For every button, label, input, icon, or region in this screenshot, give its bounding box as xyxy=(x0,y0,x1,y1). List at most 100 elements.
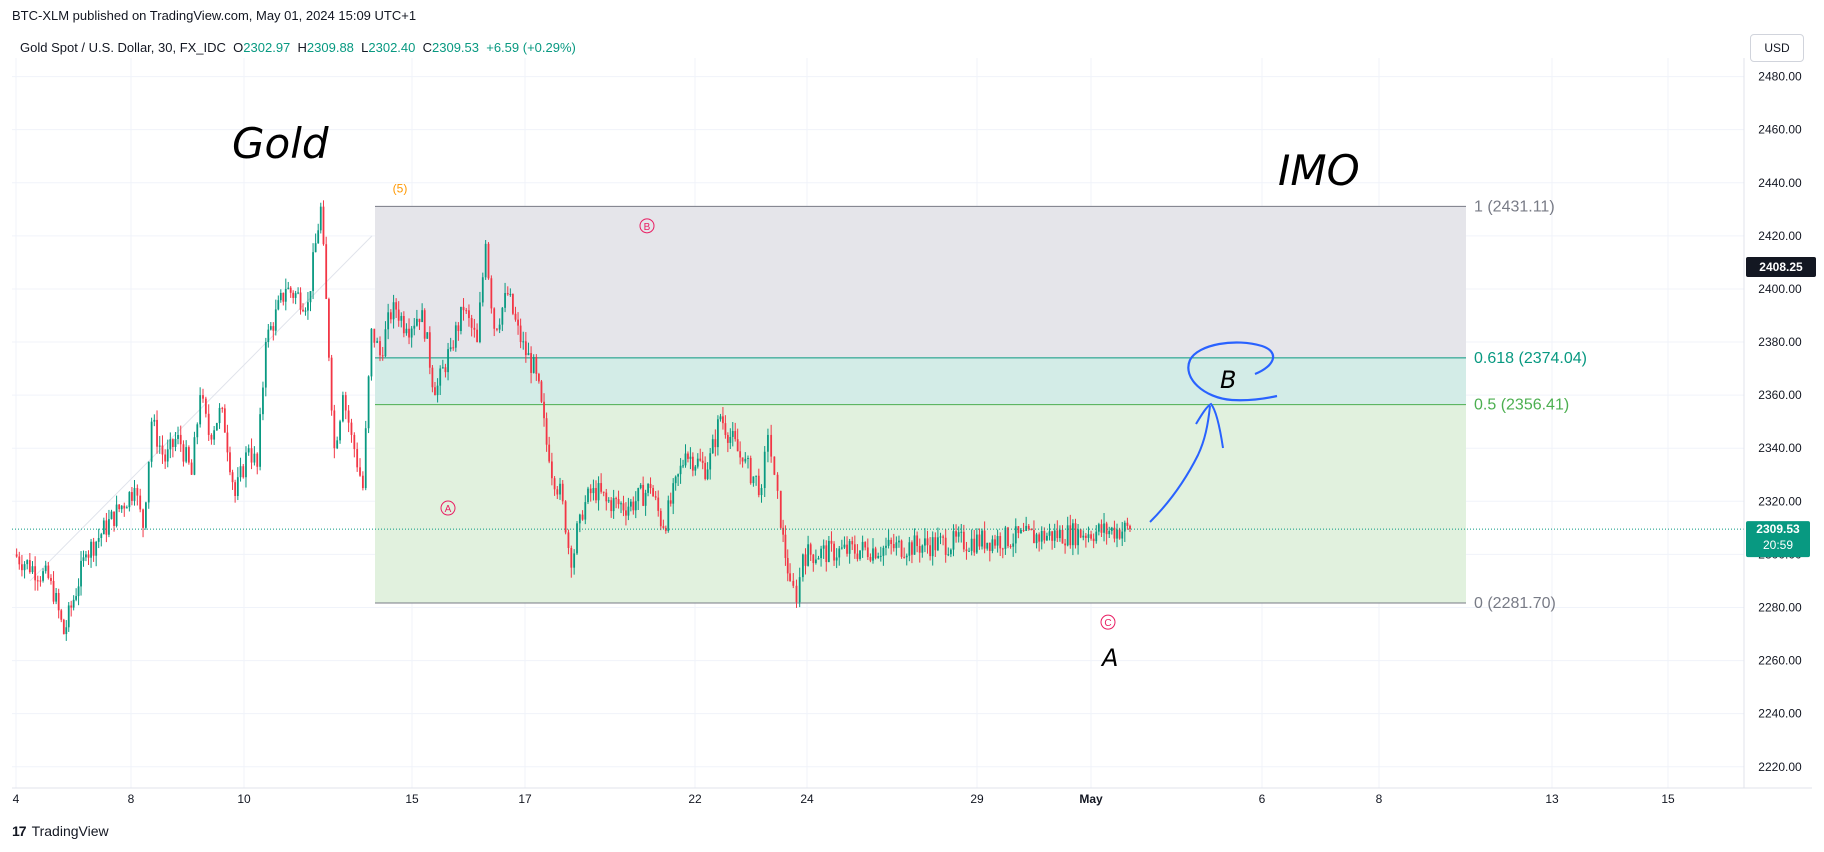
candle-body xyxy=(519,325,522,343)
candle-body xyxy=(620,503,622,505)
symbol-legend[interactable]: Gold Spot / U.S. Dollar, 30, FX_IDC O230… xyxy=(20,40,576,55)
candle-body xyxy=(441,367,444,369)
candle-body xyxy=(960,531,963,533)
candle-body xyxy=(319,206,322,231)
candle-body xyxy=(1110,527,1113,531)
brand-name: TradingView xyxy=(31,823,109,839)
candle-body xyxy=(52,580,55,602)
wave-label-circle xyxy=(440,500,456,516)
candle-body xyxy=(949,549,952,555)
candle-body xyxy=(814,559,817,564)
candle-body xyxy=(147,461,150,503)
candle-body xyxy=(892,543,895,549)
candle-body xyxy=(669,500,672,504)
candle-body xyxy=(567,532,570,548)
candle-body xyxy=(473,327,476,330)
candle-body xyxy=(125,507,128,509)
candle-body xyxy=(524,341,527,356)
candle-body xyxy=(900,540,903,557)
candle-body xyxy=(739,451,742,458)
price-axis[interactable]: 2220.002240.002260.002280.002300.002320.… xyxy=(1743,58,1802,788)
candle-body xyxy=(479,302,481,343)
candle-body xyxy=(1014,526,1017,544)
candle-body xyxy=(359,467,361,476)
candle-body xyxy=(864,541,867,548)
candle-body xyxy=(1074,523,1077,546)
candle-body xyxy=(250,448,253,463)
candle-body xyxy=(182,444,185,462)
candle-body xyxy=(452,347,455,349)
candle-body xyxy=(262,387,264,415)
candle-body xyxy=(610,500,613,512)
candle-body xyxy=(691,456,694,471)
b-ellipse-annotation[interactable]: B xyxy=(1187,341,1278,402)
arrow-annotation[interactable] xyxy=(1149,402,1224,523)
candle-body xyxy=(667,500,670,531)
candle-body xyxy=(986,542,989,549)
candle-body xyxy=(545,418,548,445)
candle-body xyxy=(659,510,662,527)
candle-body xyxy=(97,537,100,542)
wave-a-annotation[interactable]: A xyxy=(1100,644,1118,672)
candle-body xyxy=(916,535,919,547)
imo-annotation[interactable]: IMO xyxy=(1278,146,1360,195)
candle-body xyxy=(947,554,950,556)
candle-body xyxy=(415,318,418,326)
candle-body xyxy=(304,310,307,312)
svg-text:20:59: 20:59 xyxy=(1763,538,1793,552)
published-line: BTC-XLM published on TradingView.com, Ma… xyxy=(12,8,417,23)
candle-body xyxy=(462,306,465,311)
candle-body xyxy=(874,548,877,559)
candle-body xyxy=(540,381,543,402)
candle-body xyxy=(57,593,60,611)
candle-body xyxy=(1064,543,1067,546)
candle-body xyxy=(975,534,978,553)
time-axis[interactable]: 4 8 10 15 17 22 24 29 May 6 8 13 15 xyxy=(12,787,1812,806)
fib-zone-mid xyxy=(375,357,1466,405)
candle-body xyxy=(530,353,532,373)
candle-body xyxy=(952,531,955,550)
candles xyxy=(15,200,1131,641)
time-tick-label: 8 xyxy=(1376,792,1383,806)
candle-body xyxy=(817,558,820,560)
candle-body xyxy=(277,300,280,310)
candle-body xyxy=(34,566,37,581)
candle-body xyxy=(537,373,540,382)
candle-body xyxy=(397,309,400,321)
candle-body xyxy=(605,492,608,502)
candle-body xyxy=(221,407,224,409)
candle-body xyxy=(190,462,193,475)
candle-body xyxy=(662,526,665,528)
currency-button[interactable]: USD xyxy=(1750,34,1804,62)
fib-retracement[interactable] xyxy=(375,206,1466,603)
candle-body xyxy=(637,488,640,502)
tradingview-brand[interactable]: 17 TradingView xyxy=(12,823,109,839)
candle-body xyxy=(968,550,970,552)
candle-body xyxy=(302,309,304,312)
candle-body xyxy=(1069,525,1072,546)
candle-body xyxy=(36,580,39,582)
candle-body xyxy=(231,472,234,483)
candle-body xyxy=(490,278,493,309)
price-tick-label: 2420.00 xyxy=(1758,229,1802,243)
candle-body xyxy=(468,310,470,319)
gold-annotation[interactable]: Gold xyxy=(232,119,329,168)
candle-body xyxy=(1116,529,1118,539)
candle-body xyxy=(226,432,229,453)
candle-body xyxy=(724,423,727,435)
candle-body xyxy=(602,491,605,493)
candle-body xyxy=(67,605,70,628)
candle-body xyxy=(364,428,367,489)
candle-body xyxy=(447,349,449,373)
candle-body xyxy=(617,499,620,505)
candle-body xyxy=(90,541,92,558)
candle-body xyxy=(282,292,285,302)
candle-body xyxy=(1087,534,1090,538)
candle-body xyxy=(1009,546,1012,548)
candle-body xyxy=(1017,526,1020,534)
price-tick-label: 2480.00 xyxy=(1758,70,1802,84)
candle-body xyxy=(28,560,31,573)
candle-body xyxy=(587,488,589,503)
open-value: 2302.97 xyxy=(243,40,291,55)
